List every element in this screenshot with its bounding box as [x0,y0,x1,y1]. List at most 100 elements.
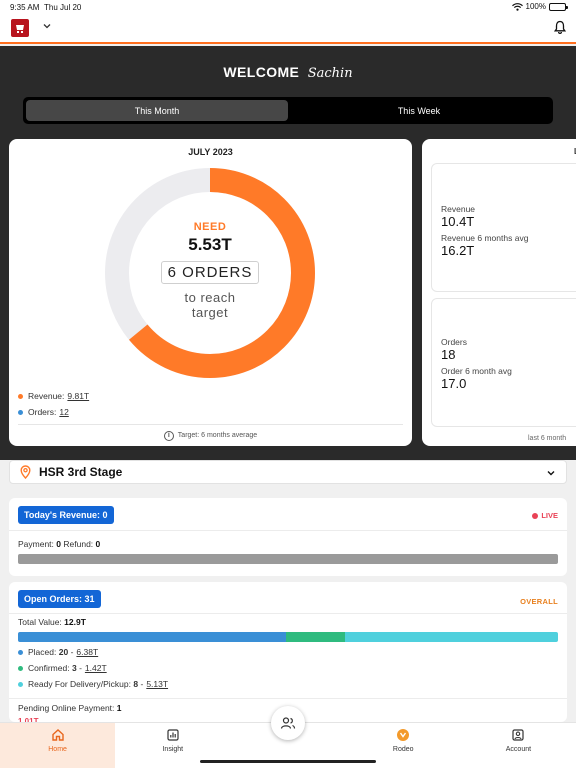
legend-orders-label: Orders: [28,407,57,417]
live-indicator: LIVE [532,511,558,520]
divider [9,530,567,531]
donut-progress-arc [105,168,315,378]
placed-segment [18,632,286,642]
payment-refund-line: Payment: 0 Refund: 0 [18,539,100,549]
orders-dot [18,409,23,415]
avg-orders-label: Orders [441,337,467,347]
revenue-average-box: Revenue 10.4T Revenue 6 months avg 16.2T [431,163,576,292]
status-right: 100% [511,2,568,11]
confirmed-sep: - [79,663,82,673]
placed-count: 20 [58,647,69,657]
tab-rodeo[interactable]: Rodeo [346,723,461,768]
target-month: JULY 2023 [188,147,233,157]
orders-needed: 6 ORDERS [160,261,260,284]
period-this-week-button[interactable]: This Week [397,105,441,116]
avg-revenue-label: Revenue [441,204,476,214]
reach-text-line1: to reach [184,290,236,305]
monthly-target-card: JULY 2023 NEED 5.53T 6 ORDERS to reach t… [9,139,412,446]
live-dot [532,512,539,519]
tab-insight-label: Insight [162,746,184,753]
todays-revenue-badge[interactable]: Today's Revenue: 0 [18,506,114,524]
total-value-label: Total Value: [18,617,62,627]
welcome-name: Sachin [307,66,353,81]
orders-status-bar [18,632,558,642]
status-time: 9:35 AM [10,3,40,12]
tab-home-label: Home [48,746,67,753]
period-this-month-button[interactable]: This Month [26,100,288,121]
wifi-icon [511,2,523,11]
legend-orders-value[interactable]: 12 [59,407,69,417]
location-pin-icon [20,465,31,479]
status-date: Thu Jul 20 [44,3,82,12]
reach-text-line2: target [191,305,229,320]
avg-orders-value: 18 [441,347,456,362]
location-selector[interactable]: HSR 3rd Stage [9,460,567,484]
chart-icon [167,729,179,741]
target-footnote: i Target: 6 months average [18,424,403,446]
home-icon [51,729,64,741]
ready-sep: - [140,679,144,689]
store-logo-icon[interactable] [11,19,29,37]
info-icon[interactable]: i [163,430,174,441]
live-label: LIVE [541,511,558,520]
open-orders-panel: Open Orders: 31 OVERALL Total Value: 12.… [9,582,567,722]
placed-amount[interactable]: 6.38T [76,647,99,657]
status-bar: 9:35 AM Thu Jul 20 100% [0,0,576,14]
battery-percent: 100% [525,2,546,11]
ready-dot [18,681,23,687]
pending-label: Pending Online Payment: [18,703,115,713]
avg-orders-6m-value: 17.0 [441,376,467,391]
total-value-line: Total Value: 12.9T [18,617,86,627]
divider [9,698,567,699]
reach-target-text: to reach target [134,290,286,320]
placed-dot [18,649,23,655]
customers-fab-button[interactable] [271,706,305,740]
account-icon [512,729,525,741]
ready-amount[interactable]: 5.13T [146,679,169,689]
target-donut-chart [105,168,315,378]
legend-revenue-value[interactable]: 9.81T [67,391,90,401]
ready-segment [345,632,558,642]
pending-value: 1 [116,703,122,713]
bell-icon[interactable] [554,20,566,34]
legend-revenue-label: Revenue: [28,391,65,401]
orders-average-box: Orders 18 Order 6 month avg 17.0 [431,298,576,427]
dashboard-hero: WELCOME Sachin This Month This Week JULY… [0,46,576,460]
status-row-placed: Placed: 20 - 6.38T [18,647,98,657]
placed-sep: - [70,647,74,657]
app-header [0,14,576,44]
chevron-down-icon [547,471,555,476]
pending-amount: 1.01T [18,717,38,726]
chevron-down-icon[interactable] [42,21,52,31]
tab-account[interactable]: Account [461,723,576,768]
tab-insight[interactable]: Insight [115,723,230,768]
confirmed-amount[interactable]: 1.42T [84,663,107,673]
home-indicator [200,760,376,763]
avg-card-footer: last 6 month [528,435,567,442]
avg-revenue-6m-label: Revenue 6 months avg [441,233,529,243]
refund-label: Refund: [63,539,94,549]
revenue-dot [18,393,23,399]
legend-orders: Orders: 12 [18,407,69,417]
revenue-progress-bar [18,554,558,564]
need-value: 5.53T [188,235,232,254]
ready-label: Ready For Delivery/Pickup: [28,679,131,689]
status-row-ready: Ready For Delivery/Pickup: 8 - 5.13T [18,679,168,689]
rodeo-icon [397,729,410,741]
placed-label: Placed: [28,647,57,657]
avg-revenue-value: 10.4T [441,214,475,229]
divider [9,613,567,614]
confirmed-dot [18,665,23,671]
pending-payment-line: Pending Online Payment: 1 [18,703,122,713]
overall-label: OVERALL [520,597,558,606]
avg-card-heading: L [574,147,576,156]
six-month-average-card: L Revenue 10.4T Revenue 6 months avg 16.… [422,139,576,446]
refund-value: 0 [95,539,101,549]
open-orders-badge[interactable]: Open Orders: 31 [18,590,101,608]
tab-rodeo-label: Rodeo [392,746,414,753]
location-name: HSR 3rd Stage [39,465,123,479]
users-icon [280,717,296,729]
welcome-heading: WELCOME Sachin [0,64,576,82]
need-label: NEED [193,221,227,233]
tab-home[interactable]: Home [0,723,116,768]
